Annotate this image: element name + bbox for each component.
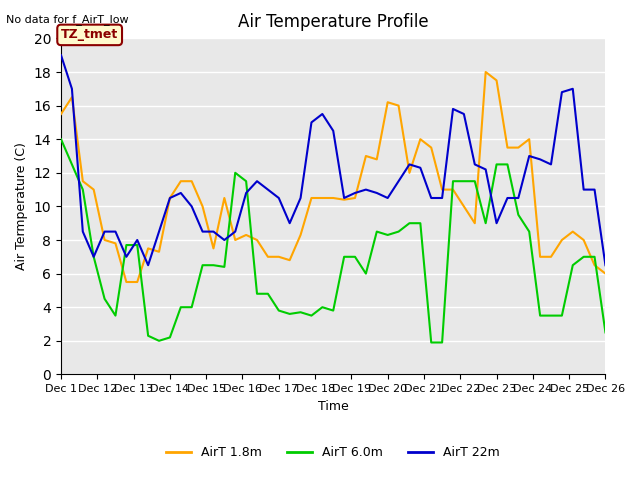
Text: No data for f_AirT_low: No data for f_AirT_low (6, 14, 129, 25)
Text: TZ_tmet: TZ_tmet (61, 28, 118, 41)
X-axis label: Time: Time (318, 400, 349, 413)
Y-axis label: Air Termperature (C): Air Termperature (C) (15, 143, 28, 270)
Title: Air Temperature Profile: Air Temperature Profile (238, 13, 429, 31)
Legend: AirT 1.8m, AirT 6.0m, AirT 22m: AirT 1.8m, AirT 6.0m, AirT 22m (161, 441, 505, 464)
